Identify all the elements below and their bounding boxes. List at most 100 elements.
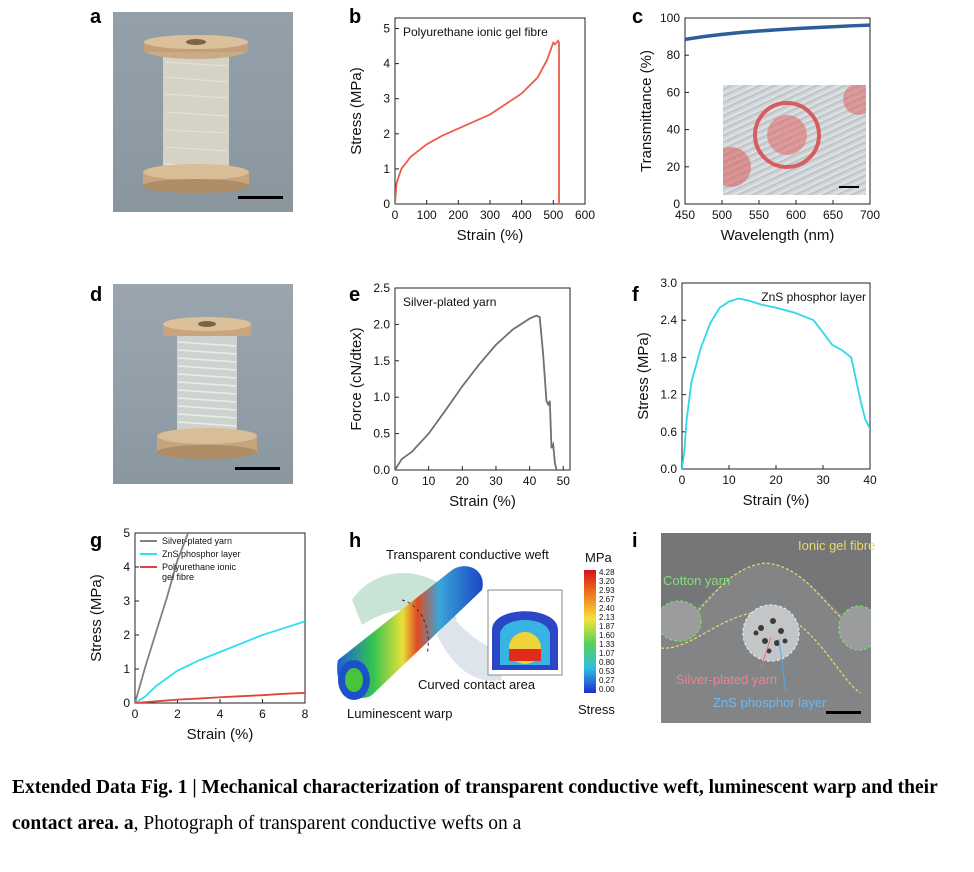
x-tick-label: 700 xyxy=(860,208,880,222)
x-tick-label: 650 xyxy=(823,208,843,222)
y-tick-label: 3 xyxy=(123,594,130,608)
figure-caption: Extended Data Fig. 1 | Mechanical charac… xyxy=(12,770,962,842)
fem-simulation-panel xyxy=(332,545,622,755)
y-tick-label: 100 xyxy=(660,11,680,25)
spool-illustration-a xyxy=(143,35,249,193)
x-tick-label: 450 xyxy=(675,208,695,222)
y-tick-label: 5 xyxy=(383,22,390,36)
y-tick-label: 2.5 xyxy=(373,281,390,295)
panel-letter-h: h xyxy=(349,530,362,552)
series-line-g-0 xyxy=(135,533,189,703)
y-tick-label: 5 xyxy=(123,526,130,540)
y-tick-label: 80 xyxy=(667,48,681,62)
sem-scalebar xyxy=(826,711,861,714)
x-tick-label: 300 xyxy=(480,208,500,222)
warp-end-core xyxy=(345,668,363,692)
panel-letter-f: f xyxy=(632,284,639,306)
colorbar-value: 0.80 xyxy=(599,658,615,667)
inset-red-circle-right xyxy=(843,85,866,115)
scalebar-a xyxy=(238,196,283,199)
sem-cross-section-photo xyxy=(661,533,871,723)
plot-frame xyxy=(394,287,571,471)
x-tick-label: 8 xyxy=(302,707,309,721)
y-tick-label: 3.0 xyxy=(660,278,677,290)
colorbar-value: 2.67 xyxy=(599,595,615,604)
spool-illustration-d xyxy=(157,317,257,459)
series-line-f-0 xyxy=(682,297,870,469)
inset-red-circle-center xyxy=(753,101,821,169)
y-axis-label: Stress (MPa) xyxy=(348,67,365,155)
y-tick-label: 1 xyxy=(123,662,130,676)
x-tick-label: 200 xyxy=(448,208,468,222)
sem-label-cotton: Cotton yarn xyxy=(663,573,731,588)
x-tick-label: 30 xyxy=(816,473,830,487)
chart-f-stress-strain: 0 10 20 30 40 0.0 0.6 1.2 1.8 2.4 3.0 Strain (%) Str… xyxy=(635,278,877,509)
panel-letter-e: e xyxy=(349,284,361,306)
silver-yarn-fibres xyxy=(753,618,788,654)
colorbar-value: 0.53 xyxy=(599,667,615,676)
series-line-b-0 xyxy=(395,39,560,204)
spool-d-bottom-shadow xyxy=(157,445,257,459)
x-tick-label: 0 xyxy=(392,208,399,222)
spool-hole xyxy=(186,39,206,45)
panel-letter-c: c xyxy=(632,6,644,28)
y-tick-label: 1 xyxy=(383,162,390,176)
y-tick-label: 0.6 xyxy=(660,425,677,439)
zns-layer-pointer xyxy=(778,638,787,694)
caption-letter: a xyxy=(123,813,134,834)
x-tick-label: 40 xyxy=(863,473,877,487)
legend-label: Silver-plated yarn xyxy=(162,536,232,546)
colorbar-title: Stress xyxy=(578,702,615,717)
chart-b-stress-strain: 0 100 200 300 400 500 600 0 1 2 3 4 5 Strain (%) Stres… xyxy=(348,17,595,244)
y-tick-label: 0 xyxy=(123,696,130,710)
spool-d-hole xyxy=(198,321,216,327)
chart-title: ZnS phosphor layer xyxy=(761,290,866,304)
spool-d-bottom-face xyxy=(157,428,257,444)
x-tick-label: 4 xyxy=(217,707,224,721)
cotton-outline-right xyxy=(838,605,871,651)
scalebar-d xyxy=(235,467,280,470)
plot-frame xyxy=(681,282,871,470)
x-tick-label: 600 xyxy=(786,208,806,222)
legend-label: Polyurethane ionic xyxy=(162,562,237,572)
weft-right-arm xyxy=(437,615,502,681)
x-tick-label: 600 xyxy=(575,208,595,222)
x-tick-label: 6 xyxy=(259,707,266,721)
warp-cylinder xyxy=(337,566,483,699)
y-tick-label: 0.0 xyxy=(373,463,390,477)
y-tick-label: 1.5 xyxy=(373,354,390,368)
colorbar-value: 0.00 xyxy=(599,685,615,694)
colorbar-value: 2.93 xyxy=(599,586,615,595)
caption-text: , Photograph of transparent conductive w… xyxy=(133,813,522,834)
cotton-yarn-right xyxy=(839,606,871,650)
silver-yarn-pointer xyxy=(760,636,772,669)
inset-scalebar xyxy=(839,186,859,188)
fem-label-weft: Transparent conductive weft xyxy=(386,547,549,562)
y-tick-label: 2 xyxy=(383,127,390,141)
y-tick-label: 20 xyxy=(667,160,681,174)
chart-title: Silver-plated yarn xyxy=(403,295,496,309)
y-tick-label: 4 xyxy=(383,57,390,71)
colorbar-unit: MPa xyxy=(585,550,612,565)
plot-frame xyxy=(394,17,586,205)
panel-letter-g: g xyxy=(90,530,103,552)
y-tick-label: 0.5 xyxy=(373,427,390,441)
y-tick-label: 2 xyxy=(123,628,130,642)
y-tick-label: 60 xyxy=(667,85,681,99)
y-axis-label: Transmittance (%) xyxy=(638,50,655,172)
fibre-winding xyxy=(163,54,229,180)
sem-label-silver: Silver-plated yarn xyxy=(676,672,778,687)
y-tick-label: 1.8 xyxy=(660,350,677,364)
chart-e-force-strain: 0 10 20 30 40 50 0.0 0.5 1.0 1.5 2.0 2.5 Strain (%) F… xyxy=(348,281,571,510)
y-tick-label: 0 xyxy=(383,197,390,211)
y-tick-label: 0 xyxy=(673,197,680,211)
fem-illustration xyxy=(337,566,596,700)
x-tick-label: 500 xyxy=(712,208,732,222)
x-tick-label: 30 xyxy=(489,474,503,488)
spool-bottom-face xyxy=(143,164,249,180)
colorbar-value: 2.13 xyxy=(599,613,615,622)
y-tick-label: 0.0 xyxy=(660,462,677,476)
colorbar-value: 4.28 xyxy=(599,568,615,577)
sem-label-ionic: Ionic gel fibre xyxy=(798,538,876,553)
sem-illustration xyxy=(661,533,871,723)
